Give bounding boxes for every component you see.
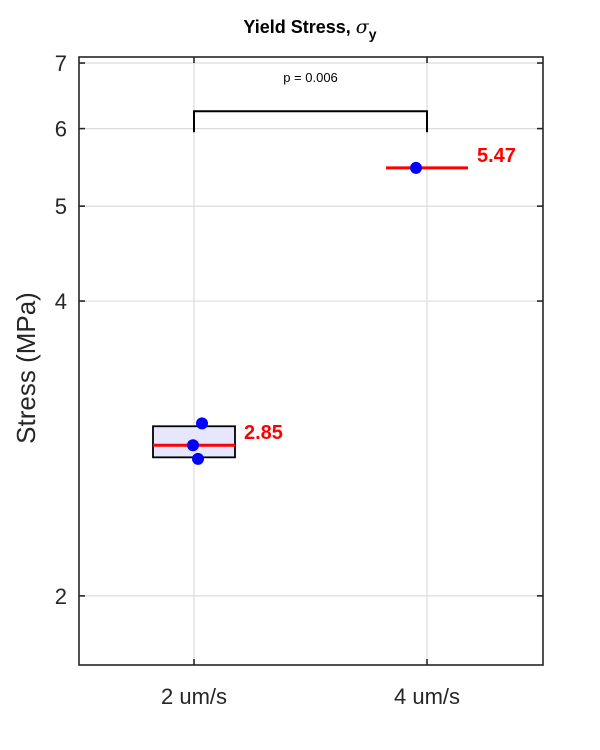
data-point: [192, 452, 204, 465]
significance-label: p = 0.006: [283, 70, 338, 85]
y-tick-label: 6: [55, 117, 67, 142]
significance-bracket: [193, 110, 428, 133]
y-tick-label: 4: [55, 289, 67, 314]
x-tick-label: 2 um/s: [161, 684, 227, 709]
chart-title-symbol: σ: [356, 16, 370, 38]
y-axis-label: Stress (MPa): [11, 292, 41, 444]
data-point: [196, 417, 208, 430]
axes-box: [78, 56, 544, 666]
y-tick-label: 7: [55, 51, 67, 76]
y-tick-label: 2: [55, 584, 67, 609]
chart-title: Yield Stress, σy: [243, 16, 376, 42]
chart-title-subscript: y: [369, 26, 377, 42]
median-value-label: 5.47: [477, 145, 516, 167]
plot-area: 2 4 5 6 7 2 um/s 4 um/s p = 0.006 2.85 5.47: [55, 51, 544, 709]
median-value-label: 2.85: [244, 422, 283, 444]
y-tick-label: 5: [55, 194, 67, 219]
data-point: [410, 161, 422, 174]
data-point: [187, 439, 199, 452]
chart-title-text: Yield Stress,: [243, 17, 355, 37]
x-tick-label: 4 um/s: [394, 684, 460, 709]
